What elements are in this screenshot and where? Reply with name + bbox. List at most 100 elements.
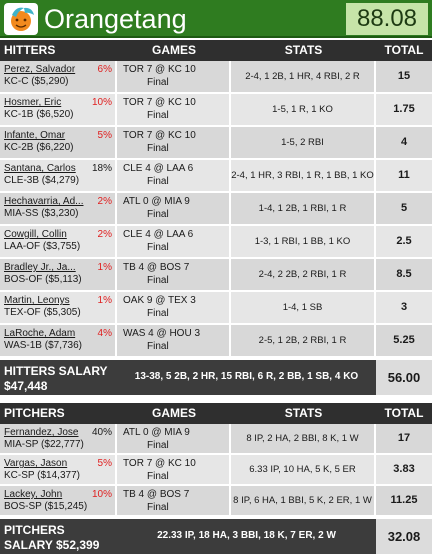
player-cell: Fernandez, Jose 40% MIA-SP ($22,777)	[0, 424, 117, 453]
game-status: Final	[147, 308, 169, 319]
fantasy-points: 5.25	[393, 333, 415, 346]
fantasy-points: 2.5	[396, 234, 412, 247]
team-logo-icon	[4, 3, 38, 35]
pitchers-summary-stats: 22.33 IP, 18 HA, 3 BBI, 18 K, 7 ER, 2 W	[157, 530, 336, 541]
player-cell: Perez, Salvador 6% KC-C ($5,290)	[0, 61, 117, 92]
total-cell: 17	[376, 424, 432, 453]
player-position-salary: BOS-SP ($15,245)	[4, 501, 88, 512]
total-cell: 5.25	[376, 325, 432, 356]
pitchers-section: PITCHERS GAMES STATS TOTAL Fernandez, Jo…	[0, 403, 432, 554]
hitters-rows: Perez, Salvador 6% KC-C ($5,290) TOR 7 @ KC…	[0, 61, 432, 358]
game-cell: TB 4 @ BOS 7 Final	[117, 486, 231, 515]
game-cell: CLE 4 @ LAA 6 Final	[117, 160, 231, 191]
game-score: TB 4 @ BOS 7	[123, 489, 190, 500]
hitters-header-games: GAMES	[151, 43, 196, 57]
player-name-link[interactable]: Hechavarria, Ad...	[4, 196, 84, 207]
stat-line: 2-4, 2 2B, 2 RBI, 1 R	[258, 268, 347, 280]
ownership-percent: 2%	[97, 196, 112, 207]
game-score: TB 4 @ BOS 7	[123, 262, 190, 273]
team-score: 88.08	[346, 3, 428, 35]
fantasy-points: 11	[398, 168, 410, 181]
stat-line: 8 IP, 6 HA, 1 BBI, 5 K, 2 ER, 1 W	[233, 494, 372, 506]
ownership-percent: 1%	[97, 262, 112, 273]
ownership-percent: 10%	[91, 489, 112, 500]
game-score: CLE 4 @ LAA 6	[123, 163, 194, 174]
table-row: Fernandez, Jose 40% MIA-SP ($22,777) ATL 0 …	[0, 424, 432, 455]
game-status: Final	[147, 77, 169, 88]
game-status: Final	[147, 143, 169, 154]
player-cell: Santana, Carlos 18% CLE-3B ($4,279)	[0, 160, 117, 191]
ownership-percent: 10%	[91, 97, 112, 108]
stats-cell: 6.33 IP, 10 HA, 5 K, 5 ER	[231, 455, 376, 484]
table-row: Lackey, John 10% BOS-SP ($15,245) TB 4 @ BO…	[0, 486, 432, 517]
player-name-link[interactable]: Perez, Salvador	[4, 64, 76, 75]
game-status: Final	[147, 110, 169, 121]
player-position-salary: MIA-SS ($3,230)	[4, 208, 79, 219]
table-row: Hechavarria, Ad... 2% MIA-SS ($3,230) ATL 0…	[0, 193, 432, 226]
ownership-percent: 5%	[97, 130, 112, 141]
ownership-percent: 5%	[97, 458, 112, 469]
table-row: Cowgill, Collin 2% LAA-OF ($3,755) CLE 4 @ …	[0, 226, 432, 259]
player-position-salary: WAS-1B ($7,736)	[4, 340, 82, 351]
game-cell: TOR 7 @ KC 10 Final	[117, 61, 231, 92]
hitters-summary-total: 56.00	[376, 360, 432, 395]
player-position-salary: KC-C ($5,290)	[4, 76, 69, 87]
player-name-link[interactable]: Lackey, John	[4, 489, 63, 500]
fantasy-points: 5	[400, 201, 408, 214]
pitchers-summary: PITCHERS SALARY $52,399 22.33 IP, 18 HA,…	[0, 517, 432, 554]
pitchers-rows: Fernandez, Jose 40% MIA-SP ($22,777) ATL 0 …	[0, 424, 432, 517]
stats-cell: 1-4, 1 SB	[231, 292, 376, 323]
pitchers-summary-total: 32.08	[376, 519, 432, 554]
stats-cell: 8 IP, 6 HA, 1 BBI, 5 K, 2 ER, 1 W	[231, 486, 376, 515]
pitchers-header-player: PITCHERS	[4, 406, 65, 420]
stats-cell: 2-4, 2 2B, 2 RBI, 1 R	[231, 259, 376, 290]
stat-line: 2-4, 1 HR, 3 RBI, 1 R, 1 BB, 1 KO	[231, 169, 374, 181]
player-name-link[interactable]: Hosmer, Eric	[4, 97, 62, 108]
stat-line: 1-5, 2 RBI	[281, 136, 324, 148]
stats-cell: 1-5, 1 R, 1 KO	[231, 94, 376, 125]
player-name-link[interactable]: Cowgill, Collin	[4, 229, 67, 240]
player-position-salary: TEX-OF ($5,305)	[4, 307, 81, 318]
player-name-link[interactable]: Vargas, Jason	[4, 458, 68, 469]
game-cell: TOR 7 @ KC 10 Final	[117, 94, 231, 125]
total-cell: 4	[376, 127, 432, 158]
player-cell: Hechavarria, Ad... 2% MIA-SS ($3,230)	[0, 193, 117, 224]
game-score: TOR 7 @ KC 10	[123, 97, 196, 108]
player-name-link[interactable]: Fernandez, Jose	[4, 427, 79, 438]
stat-line: 8 IP, 2 HA, 2 BBI, 8 K, 1 W	[246, 432, 359, 444]
player-position-salary: LAA-OF ($3,755)	[4, 241, 81, 252]
stat-line: 2-4, 1 2B, 1 HR, 4 RBI, 2 R	[245, 70, 360, 82]
ownership-percent: 6%	[97, 64, 112, 75]
stats-cell: 8 IP, 2 HA, 2 BBI, 8 K, 1 W	[231, 424, 376, 453]
fantasy-points: 8.5	[396, 267, 412, 280]
player-position-salary: MIA-SP ($22,777)	[4, 439, 84, 450]
game-cell: TOR 7 @ KC 10 Final	[117, 455, 231, 484]
player-name-link[interactable]: Santana, Carlos	[4, 163, 76, 174]
game-cell: CLE 4 @ LAA 6 Final	[117, 226, 231, 257]
total-cell: 11	[376, 160, 432, 191]
stat-line: 1-4, 1 SB	[282, 301, 323, 313]
hitters-header-stats: STATS	[284, 43, 323, 57]
game-status: Final	[147, 242, 169, 253]
player-name-link[interactable]: LaRoche, Adam	[4, 328, 76, 339]
pitchers-salary-value: SALARY $52,399	[4, 538, 100, 552]
stats-cell: 2-5, 1 2B, 2 RBI, 1 R	[231, 325, 376, 356]
player-name-link[interactable]: Martin, Leonys	[4, 295, 70, 306]
table-row: Infante, Omar 5% KC-2B ($6,220) TOR 7 @ KC …	[0, 127, 432, 160]
player-name-link[interactable]: Bradley Jr., Ja...	[4, 262, 76, 273]
table-row: Bradley Jr., Ja... 1% BOS-OF ($5,113) TB 4 …	[0, 259, 432, 292]
game-score: OAK 9 @ TEX 3	[123, 295, 196, 306]
table-row: Perez, Salvador 6% KC-C ($5,290) TOR 7 @ KC…	[0, 61, 432, 94]
player-name-link[interactable]: Infante, Omar	[4, 130, 66, 141]
total-cell: 3.83	[376, 455, 432, 484]
game-score: TOR 7 @ KC 10	[123, 458, 196, 469]
player-cell: Hosmer, Eric 10% KC-1B ($6,520)	[0, 94, 117, 125]
total-cell: 11.25	[376, 486, 432, 515]
stats-cell: 1-4, 1 2B, 1 RBI, 1 R	[231, 193, 376, 224]
total-cell: 15	[376, 61, 432, 92]
player-cell: Martin, Leonys 1% TEX-OF ($5,305)	[0, 292, 117, 323]
game-status: Final	[147, 440, 169, 451]
game-status: Final	[147, 502, 169, 513]
game-cell: TB 4 @ BOS 7 Final	[117, 259, 231, 290]
game-status: Final	[147, 209, 169, 220]
